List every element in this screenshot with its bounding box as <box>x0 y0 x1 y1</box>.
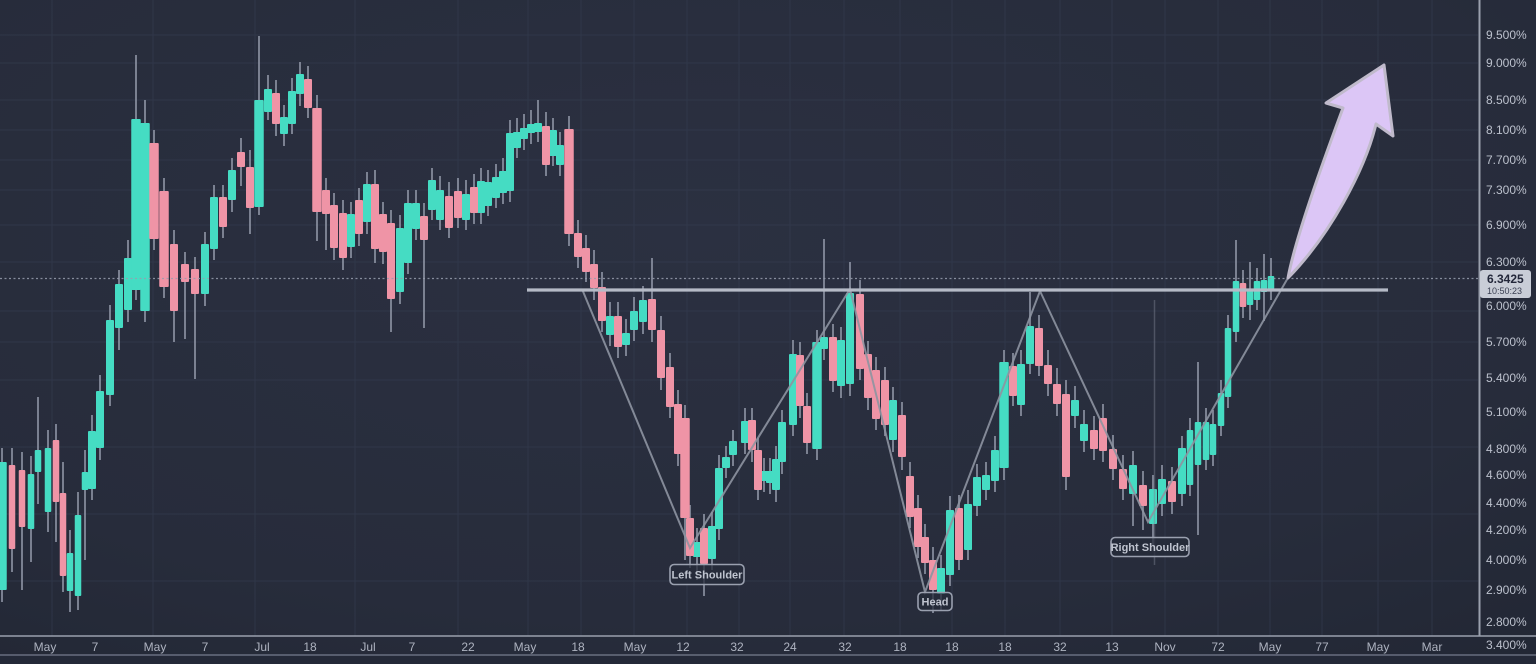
svg-text:18: 18 <box>998 640 1012 654</box>
svg-text:Jul: Jul <box>360 640 375 654</box>
svg-text:18: 18 <box>571 640 585 654</box>
svg-text:77: 77 <box>1315 640 1329 654</box>
svg-text:5.700%: 5.700% <box>1486 335 1527 349</box>
svg-text:32: 32 <box>838 640 852 654</box>
svg-text:Nov: Nov <box>1154 640 1175 654</box>
svg-text:4.800%: 4.800% <box>1486 442 1527 456</box>
svg-text:6.300%: 6.300% <box>1486 255 1527 269</box>
svg-text:6.900%: 6.900% <box>1486 218 1527 232</box>
svg-text:8.100%: 8.100% <box>1486 123 1527 137</box>
svg-text:May: May <box>144 640 167 654</box>
svg-text:7.700%: 7.700% <box>1486 153 1527 167</box>
svg-text:6.000%: 6.000% <box>1486 299 1527 313</box>
svg-text:18: 18 <box>303 640 317 654</box>
svg-text:4.200%: 4.200% <box>1486 523 1527 537</box>
svg-text:7: 7 <box>92 640 99 654</box>
svg-text:3.400%: 3.400% <box>1486 638 1527 652</box>
svg-text:7: 7 <box>409 640 416 654</box>
svg-text:4.600%: 4.600% <box>1486 468 1527 482</box>
svg-text:4.000%: 4.000% <box>1486 553 1527 567</box>
svg-text:18: 18 <box>893 640 907 654</box>
svg-text:5.100%: 5.100% <box>1486 405 1527 419</box>
svg-text:Left Shoulder: Left Shoulder <box>672 570 744 582</box>
svg-text:22: 22 <box>461 640 475 654</box>
svg-text:5.400%: 5.400% <box>1486 371 1527 385</box>
svg-text:8.500%: 8.500% <box>1486 93 1527 107</box>
svg-text:18: 18 <box>945 640 959 654</box>
svg-text:32: 32 <box>1053 640 1067 654</box>
svg-text:May: May <box>514 640 537 654</box>
svg-text:2.800%: 2.800% <box>1486 615 1527 629</box>
svg-text:4.400%: 4.400% <box>1486 496 1527 510</box>
svg-text:Right Shoulder: Right Shoulder <box>1111 542 1191 554</box>
svg-text:May: May <box>1367 640 1390 654</box>
svg-text:9.000%: 9.000% <box>1486 56 1527 70</box>
svg-text:13: 13 <box>1105 640 1119 654</box>
svg-text:May: May <box>624 640 647 654</box>
svg-text:32: 32 <box>730 640 744 654</box>
svg-text:Mar: Mar <box>1422 640 1443 654</box>
svg-text:7.300%: 7.300% <box>1486 183 1527 197</box>
svg-text:6.3425: 6.3425 <box>1487 272 1524 286</box>
svg-text:7: 7 <box>202 640 209 654</box>
svg-text:12: 12 <box>676 640 690 654</box>
svg-text:May: May <box>1259 640 1282 654</box>
svg-text:2.900%: 2.900% <box>1486 583 1527 597</box>
svg-text:9.500%: 9.500% <box>1486 28 1527 42</box>
svg-text:Jul: Jul <box>254 640 269 654</box>
svg-text:Head: Head <box>922 597 949 609</box>
svg-text:72: 72 <box>1211 640 1225 654</box>
svg-text:May: May <box>34 640 57 654</box>
svg-text:10:50:23: 10:50:23 <box>1487 286 1522 296</box>
svg-text:24: 24 <box>783 640 797 654</box>
